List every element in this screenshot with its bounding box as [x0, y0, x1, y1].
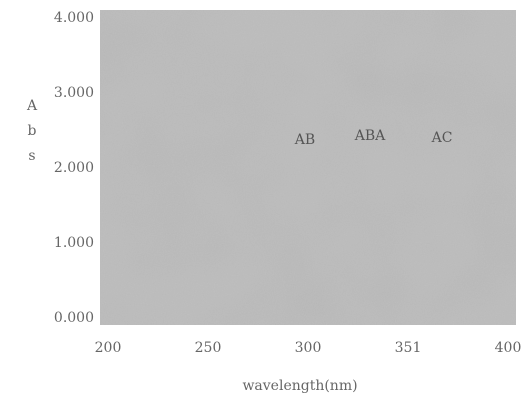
x-tick-label: 400 — [495, 340, 522, 356]
x-axis-label: wavelength(nm) — [242, 378, 357, 394]
annotation: ABA — [354, 128, 386, 144]
x-tick-label: 200 — [95, 340, 122, 356]
y-axis-label: s — [28, 148, 35, 164]
y-axis-label: A — [26, 98, 38, 114]
annotation: AC — [431, 130, 453, 146]
x-tick-label: 351 — [395, 340, 422, 356]
y-tick-label: 0.000 — [54, 310, 94, 326]
y-tick-label: 2.000 — [54, 160, 94, 176]
y-tick-label: 1.000 — [54, 235, 94, 251]
plot-grain — [100, 10, 516, 325]
x-tick-label: 300 — [295, 340, 322, 356]
x-tick-label: 250 — [195, 340, 222, 356]
y-tick-label: 3.000 — [54, 85, 94, 101]
y-tick-label: 4.000 — [54, 10, 94, 26]
annotation: AB — [294, 132, 315, 148]
y-axis-label: b — [28, 123, 37, 139]
